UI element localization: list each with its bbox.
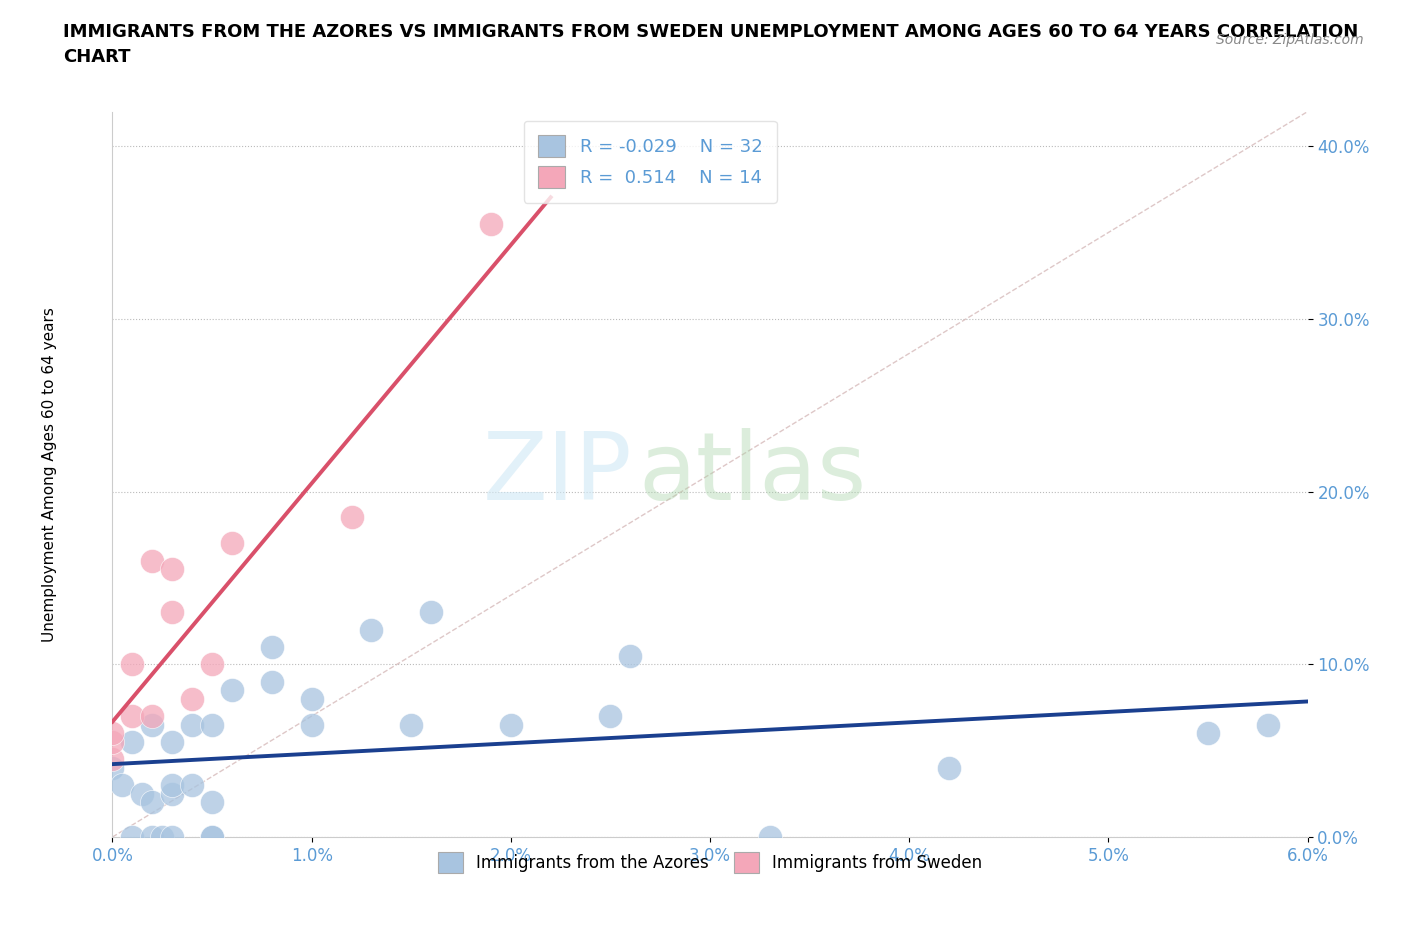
Point (340, 510, 363, 525)
Point (162, 787, 183, 802)
Point (162, 830, 183, 844)
Point (599, 709, 621, 724)
Point (221, 683, 243, 698)
Point (101, 735, 124, 750)
Point (111, 777, 134, 792)
Point (121, 735, 143, 750)
Text: atlas: atlas (638, 429, 866, 520)
Point (221, 536, 243, 551)
Text: ZIP: ZIP (482, 429, 633, 520)
Point (121, 709, 143, 724)
Point (121, 830, 143, 844)
Point (759, 830, 782, 844)
Point (162, 605, 183, 620)
Point (201, 830, 224, 844)
Point (260, 640, 283, 655)
Point (420, 605, 443, 620)
Point (619, 648, 641, 663)
Point (260, 674, 283, 689)
Point (150, 830, 173, 844)
Legend: Immigrants from the Azores, Immigrants from Sweden: Immigrants from the Azores, Immigrants f… (432, 845, 988, 880)
Point (101, 761, 124, 776)
Text: IMMIGRANTS FROM THE AZORES VS IMMIGRANTS FROM SWEDEN UNEMPLOYMENT AMONG AGES 60 : IMMIGRANTS FROM THE AZORES VS IMMIGRANTS… (63, 23, 1358, 41)
Point (162, 562, 183, 577)
Point (181, 717, 204, 732)
Point (141, 830, 163, 844)
Point (141, 709, 163, 724)
Point (201, 657, 224, 671)
Point (938, 761, 960, 776)
Point (479, 217, 502, 232)
Point (162, 777, 183, 792)
Point (1257, 717, 1279, 732)
Point (181, 691, 204, 706)
Point (141, 553, 163, 568)
Point (141, 717, 163, 732)
Point (131, 787, 153, 802)
Point (101, 751, 124, 766)
Point (162, 735, 183, 750)
Y-axis label: Unemployment Among Ages 60 to 64 years: Unemployment Among Ages 60 to 64 years (42, 307, 56, 642)
Point (201, 830, 224, 844)
Point (181, 777, 204, 792)
Point (121, 657, 143, 671)
Point (201, 795, 224, 810)
Point (301, 717, 323, 732)
Point (401, 717, 423, 732)
Point (301, 691, 323, 706)
Point (360, 622, 382, 637)
Point (1197, 726, 1219, 741)
Point (499, 717, 522, 732)
Point (101, 726, 124, 741)
Point (201, 717, 224, 732)
Text: CHART: CHART (63, 48, 131, 66)
Text: Source: ZipAtlas.com: Source: ZipAtlas.com (1216, 33, 1364, 46)
Point (141, 795, 163, 810)
